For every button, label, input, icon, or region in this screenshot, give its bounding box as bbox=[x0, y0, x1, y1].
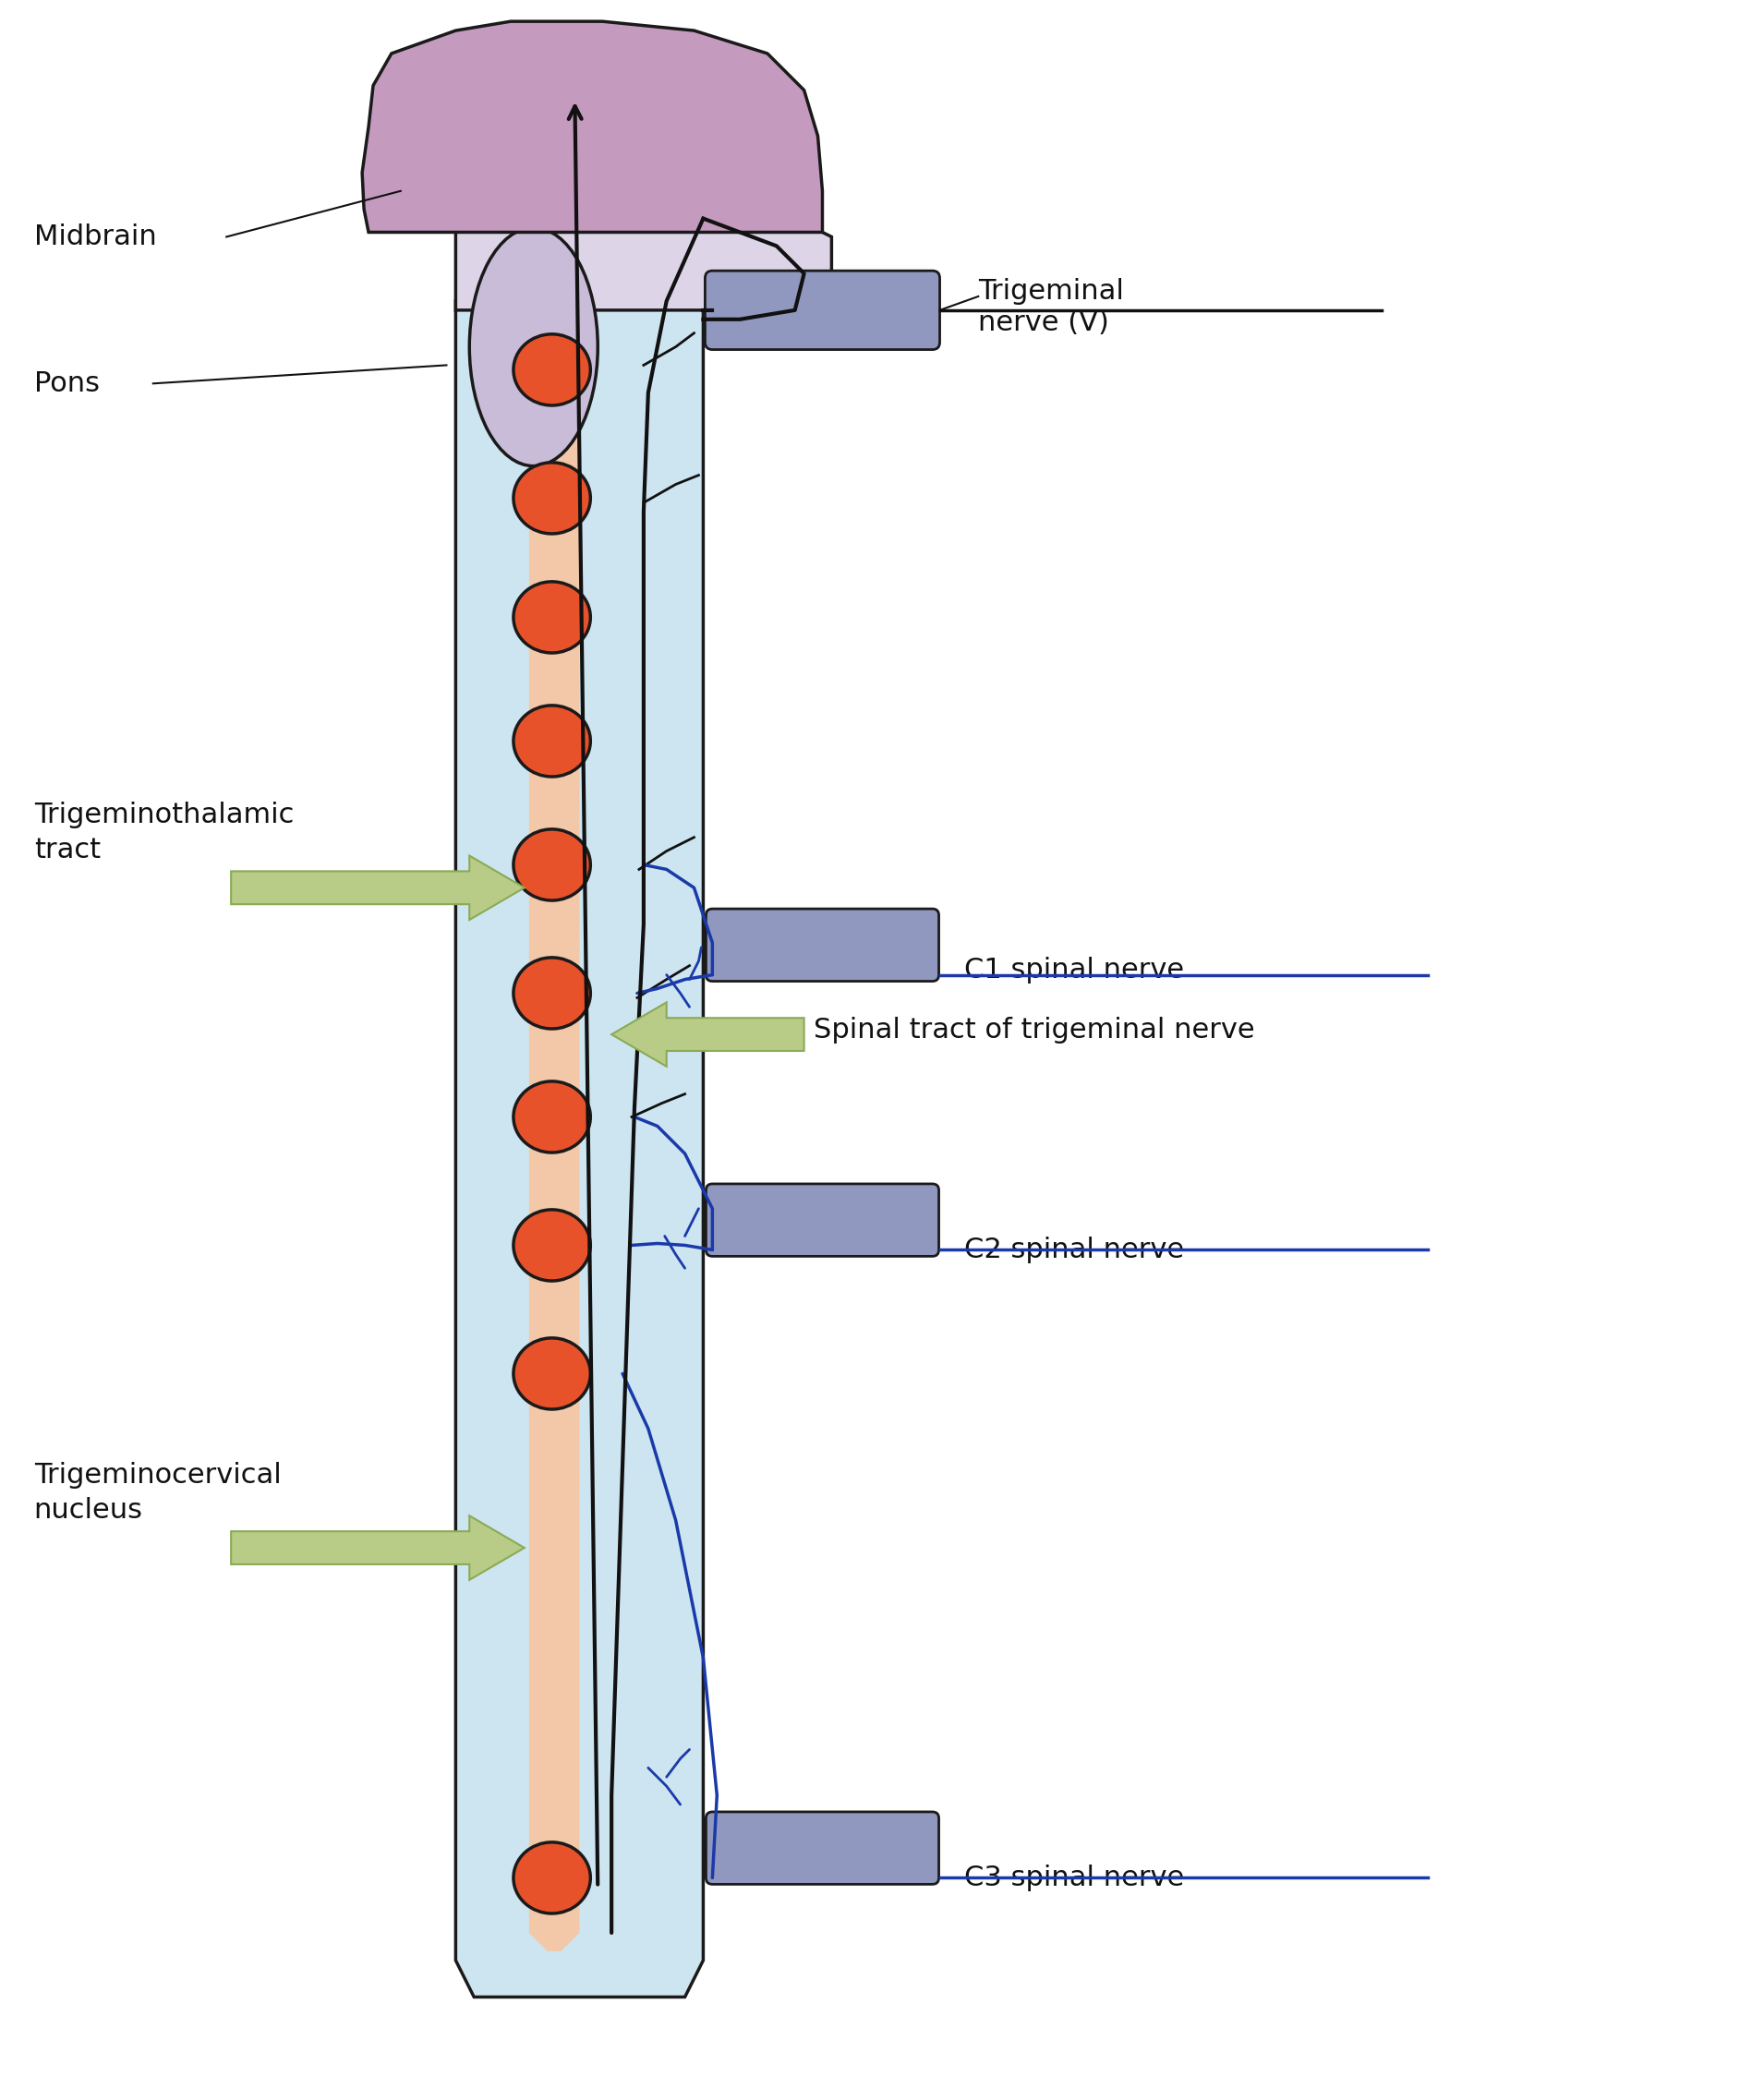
Ellipse shape bbox=[513, 1082, 591, 1153]
Ellipse shape bbox=[513, 582, 591, 653]
Text: Trigeminocervical
nucleus: Trigeminocervical nucleus bbox=[34, 1462, 280, 1525]
Polygon shape bbox=[529, 288, 579, 1951]
Polygon shape bbox=[455, 214, 831, 311]
Ellipse shape bbox=[469, 227, 598, 466]
Text: Trigeminothalamic
tract: Trigeminothalamic tract bbox=[34, 802, 295, 863]
Ellipse shape bbox=[513, 1842, 591, 1913]
Polygon shape bbox=[612, 1002, 804, 1067]
Ellipse shape bbox=[513, 1210, 591, 1281]
Text: Trigeminal
nerve (V): Trigeminal nerve (V) bbox=[979, 277, 1124, 336]
FancyBboxPatch shape bbox=[706, 1184, 938, 1256]
Polygon shape bbox=[231, 1516, 524, 1579]
Text: Pons: Pons bbox=[34, 370, 99, 397]
Polygon shape bbox=[231, 855, 524, 920]
Ellipse shape bbox=[513, 462, 591, 533]
Text: Spinal tract of trigeminal nerve: Spinal tract of trigeminal nerve bbox=[813, 1016, 1254, 1044]
Ellipse shape bbox=[513, 958, 591, 1029]
Ellipse shape bbox=[513, 830, 591, 901]
Text: C3 spinal nerve: C3 spinal nerve bbox=[965, 1865, 1185, 1892]
FancyBboxPatch shape bbox=[706, 1812, 938, 1884]
Text: C2 spinal nerve: C2 spinal nerve bbox=[965, 1237, 1184, 1264]
Polygon shape bbox=[362, 21, 822, 233]
FancyBboxPatch shape bbox=[706, 909, 938, 981]
FancyBboxPatch shape bbox=[706, 271, 940, 349]
Text: C1 spinal nerve: C1 spinal nerve bbox=[965, 958, 1184, 983]
Ellipse shape bbox=[513, 706, 591, 777]
Ellipse shape bbox=[513, 334, 591, 405]
Polygon shape bbox=[455, 300, 704, 1997]
Text: Midbrain: Midbrain bbox=[34, 223, 157, 250]
Ellipse shape bbox=[513, 1338, 591, 1409]
